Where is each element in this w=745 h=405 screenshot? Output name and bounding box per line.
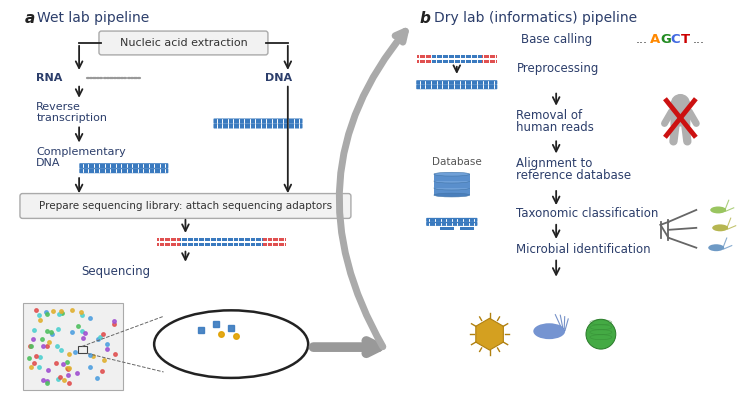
Circle shape [671,95,689,113]
Ellipse shape [434,172,469,176]
Bar [180,238,262,241]
Bar [460,227,474,230]
Text: Complementary: Complementary [37,147,126,157]
Bar [440,227,454,230]
Text: b: b [420,11,431,26]
FancyBboxPatch shape [426,218,478,222]
Text: reference database: reference database [516,168,632,182]
Ellipse shape [712,224,728,231]
Text: Preprocessing: Preprocessing [516,62,599,75]
Text: human reads: human reads [516,121,595,134]
Bar [201,345,271,348]
Text: DNA: DNA [37,158,61,168]
Bar [182,345,201,348]
Text: transcription: transcription [37,113,107,123]
Bar [417,60,431,63]
Bar [434,181,469,188]
FancyBboxPatch shape [214,124,302,128]
Text: Nucleic acid extraction: Nucleic acid extraction [120,38,247,48]
Ellipse shape [434,179,469,183]
FancyBboxPatch shape [426,222,478,226]
Text: Removal of: Removal of [516,109,583,122]
FancyBboxPatch shape [20,194,351,218]
Text: Reverse: Reverse [37,102,81,112]
Bar [262,238,286,241]
Text: ...: ... [692,32,704,45]
FancyBboxPatch shape [214,119,302,124]
FancyBboxPatch shape [416,80,498,85]
Text: DNA: DNA [265,73,292,83]
FancyArrowPatch shape [339,31,405,347]
Text: C: C [670,32,680,45]
Bar [434,174,469,181]
Bar [434,188,469,195]
FancyBboxPatch shape [99,31,268,55]
Circle shape [586,319,616,349]
Bar [78,346,87,354]
Ellipse shape [708,244,724,251]
Bar [431,55,482,58]
FancyBboxPatch shape [23,303,123,390]
Bar [182,350,201,353]
Ellipse shape [434,193,469,197]
Text: Base calling: Base calling [522,32,592,45]
Ellipse shape [154,310,308,378]
Bar [271,350,291,353]
Text: T: T [681,32,690,45]
Text: Sequencing: Sequencing [81,265,150,278]
FancyBboxPatch shape [416,85,498,89]
Text: Taxonomic classification: Taxonomic classification [516,207,659,220]
Bar [482,60,496,63]
Bar [156,243,180,246]
Text: Prepare sequencing library: attach sequencing adaptors: Prepare sequencing library: attach seque… [39,201,332,211]
FancyBboxPatch shape [670,104,691,126]
Text: Database: Database [432,157,482,167]
FancyBboxPatch shape [79,163,168,168]
Text: G: G [660,32,671,45]
FancyBboxPatch shape [79,168,168,173]
Ellipse shape [533,323,565,339]
Bar [271,345,291,348]
Text: Dry lab (informatics) pipeline: Dry lab (informatics) pipeline [434,11,637,25]
Text: ...: ... [635,32,647,45]
Bar [262,243,286,246]
Bar [431,60,482,63]
Ellipse shape [434,186,469,190]
Text: a: a [25,11,35,26]
Text: Wet lab pipeline: Wet lab pipeline [37,11,150,25]
Bar [156,238,180,241]
Bar [201,350,271,353]
Ellipse shape [710,207,726,213]
Text: Alignment to: Alignment to [516,157,593,170]
Text: A: A [650,32,660,45]
Bar [417,55,431,58]
Bar [180,243,262,246]
Text: RNA: RNA [37,73,63,83]
Polygon shape [476,318,504,350]
Bar [482,55,496,58]
Text: Microbial identification: Microbial identification [516,243,651,256]
